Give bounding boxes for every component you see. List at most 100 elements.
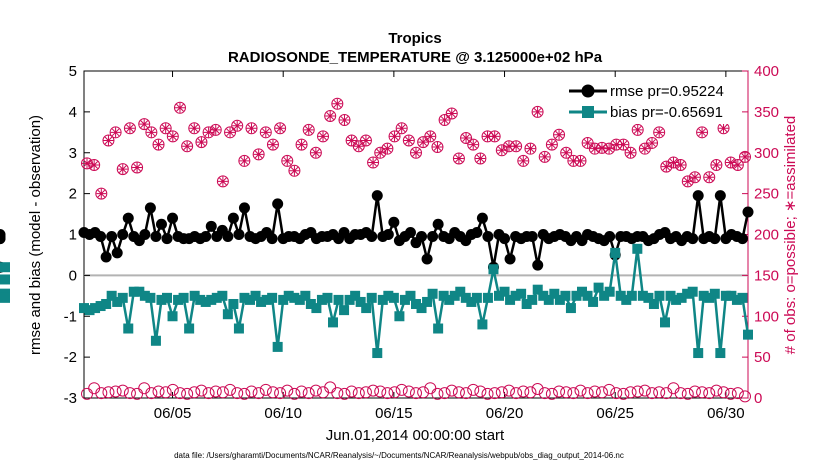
possible_bottom-marker bbox=[481, 387, 494, 400]
assimilated-marker bbox=[174, 102, 185, 113]
assimilated-marker bbox=[389, 131, 400, 142]
possible-marker bbox=[703, 171, 716, 184]
possible_bottom-marker bbox=[195, 384, 208, 397]
bias-point bbox=[372, 348, 383, 359]
bias-point bbox=[178, 292, 189, 303]
bias-point bbox=[184, 323, 195, 334]
assimilated-marker bbox=[461, 133, 472, 144]
possible-marker bbox=[431, 141, 444, 154]
bias-point bbox=[698, 290, 709, 301]
assimilated-marker bbox=[468, 139, 479, 150]
bias-point bbox=[272, 341, 283, 352]
rmse-point bbox=[476, 212, 488, 224]
possible_bottom-marker bbox=[388, 386, 401, 399]
bias-point bbox=[494, 290, 504, 301]
assimilated-marker bbox=[232, 120, 243, 131]
assimilated-marker bbox=[453, 153, 464, 164]
bias-point bbox=[693, 348, 704, 359]
bias-point bbox=[560, 290, 571, 301]
y-tick-label-right: 100 bbox=[754, 308, 779, 325]
assimilated-marker bbox=[382, 143, 393, 154]
possible-marker bbox=[238, 154, 251, 167]
y-tick-label-left: 4 bbox=[69, 104, 77, 121]
y-tick-label-right: 50 bbox=[754, 349, 771, 366]
possible-marker bbox=[331, 97, 344, 110]
possible_bottom-marker bbox=[467, 383, 480, 396]
assimilated-marker bbox=[682, 176, 693, 187]
bias-point bbox=[565, 303, 576, 314]
legend-bias-label: bias pr=-0.65691 bbox=[610, 104, 723, 121]
rmse-point bbox=[432, 218, 444, 230]
possible-marker bbox=[688, 171, 701, 184]
possible-marker bbox=[381, 142, 394, 155]
possible_bottom-marker bbox=[295, 385, 308, 398]
bias-point bbox=[117, 292, 128, 303]
bias-point bbox=[554, 294, 565, 305]
bias-point bbox=[643, 292, 654, 303]
possible_bottom-marker bbox=[703, 387, 716, 400]
possible-marker bbox=[102, 134, 115, 147]
bias-point bbox=[344, 294, 355, 305]
rmse-point bbox=[222, 231, 234, 243]
rmse-point bbox=[499, 233, 511, 245]
possible-marker bbox=[467, 138, 480, 151]
assimilated-marker bbox=[418, 137, 429, 148]
bias-point bbox=[482, 292, 493, 303]
bias-point bbox=[411, 298, 421, 309]
possible_bottom-marker bbox=[202, 387, 215, 400]
assimilated-marker bbox=[332, 98, 343, 109]
rmse-point bbox=[482, 231, 494, 243]
assimilated-marker bbox=[539, 151, 550, 162]
assimilated-marker bbox=[661, 161, 672, 172]
possible_bottom-marker bbox=[216, 386, 229, 399]
possible-marker bbox=[424, 130, 437, 143]
possible_bottom-marker bbox=[510, 387, 523, 400]
possible_bottom-marker bbox=[345, 385, 358, 398]
assimilated-marker bbox=[525, 143, 536, 154]
bias-point bbox=[0, 274, 10, 285]
assimilated-marker bbox=[439, 115, 450, 126]
assimilated-marker bbox=[167, 131, 178, 142]
possible_bottom-marker bbox=[238, 387, 251, 400]
y-tick-label-right: 250 bbox=[754, 186, 779, 203]
possible_bottom-marker bbox=[460, 387, 473, 400]
possible_bottom-marker bbox=[739, 390, 751, 403]
bias-point bbox=[615, 290, 626, 301]
bias-point bbox=[289, 292, 300, 303]
possible-marker bbox=[710, 159, 723, 172]
assimilated-marker bbox=[582, 137, 593, 148]
bias-point bbox=[433, 323, 444, 334]
possible-marker bbox=[281, 154, 294, 167]
possible_bottom-marker bbox=[452, 386, 465, 399]
y-tick-label-right: 200 bbox=[754, 227, 779, 244]
y-tick-label-right: 300 bbox=[754, 145, 779, 162]
possible-marker bbox=[231, 119, 244, 132]
possible_bottom-marker bbox=[595, 386, 608, 399]
possible_bottom-marker bbox=[646, 387, 659, 400]
assimilated-marker bbox=[375, 147, 386, 158]
rmse-point bbox=[200, 231, 212, 243]
possible_bottom-marker bbox=[181, 387, 194, 400]
bias-point bbox=[405, 290, 416, 301]
possible_bottom-marker bbox=[395, 383, 408, 396]
rmse-point bbox=[205, 220, 217, 232]
legend-rmse-marker bbox=[581, 84, 595, 98]
assimilated-marker bbox=[253, 149, 264, 160]
bias-point bbox=[527, 294, 538, 305]
possible-marker bbox=[159, 122, 172, 135]
x-tick-label: 06/15 bbox=[375, 405, 413, 422]
assimilated-marker bbox=[475, 153, 486, 164]
bias-point bbox=[671, 294, 682, 305]
assimilated-marker bbox=[632, 124, 643, 135]
bias-point bbox=[460, 292, 471, 303]
possible_bottom-marker bbox=[617, 387, 630, 400]
assimilated-marker bbox=[96, 188, 107, 199]
possible-marker bbox=[445, 107, 458, 120]
possible_bottom-marker bbox=[553, 385, 566, 398]
bias-point bbox=[394, 311, 405, 322]
possible-marker bbox=[631, 123, 644, 136]
assimilated-marker bbox=[360, 135, 371, 146]
assimilated-marker bbox=[518, 155, 529, 166]
bias-point bbox=[488, 264, 499, 275]
